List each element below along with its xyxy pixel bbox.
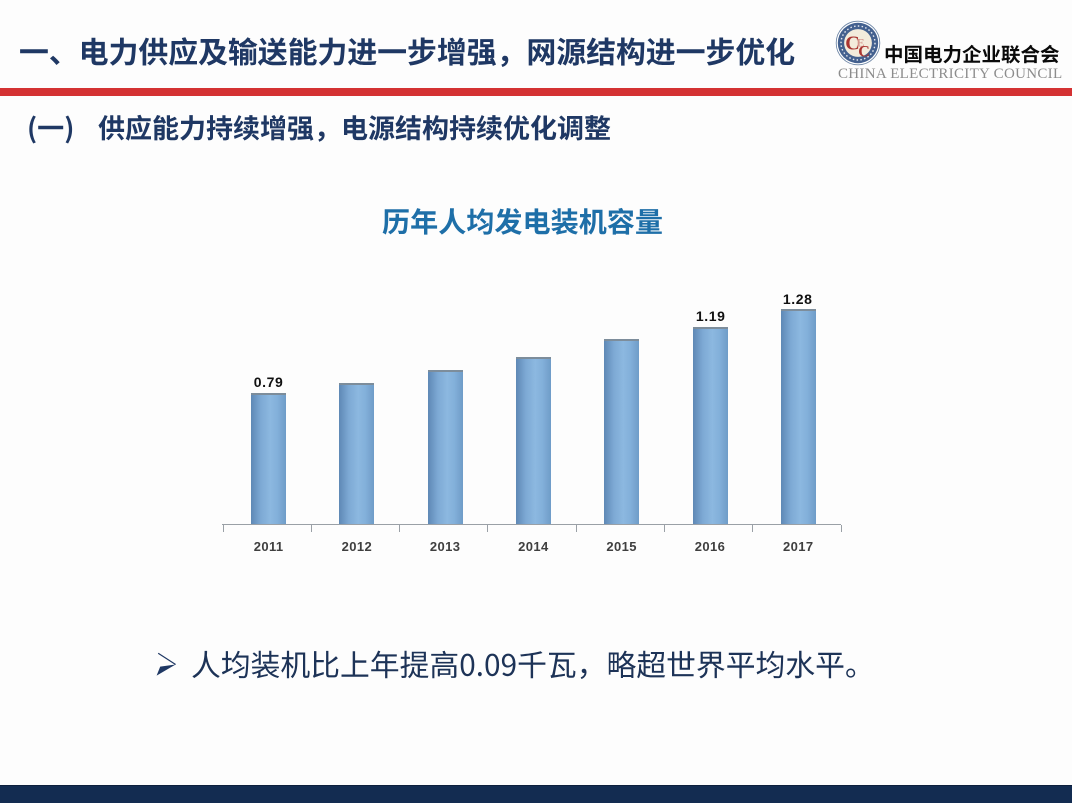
svg-text:E: E <box>857 36 865 50</box>
svg-text:C: C <box>845 33 859 55</box>
svg-text:C: C <box>858 44 870 61</box>
